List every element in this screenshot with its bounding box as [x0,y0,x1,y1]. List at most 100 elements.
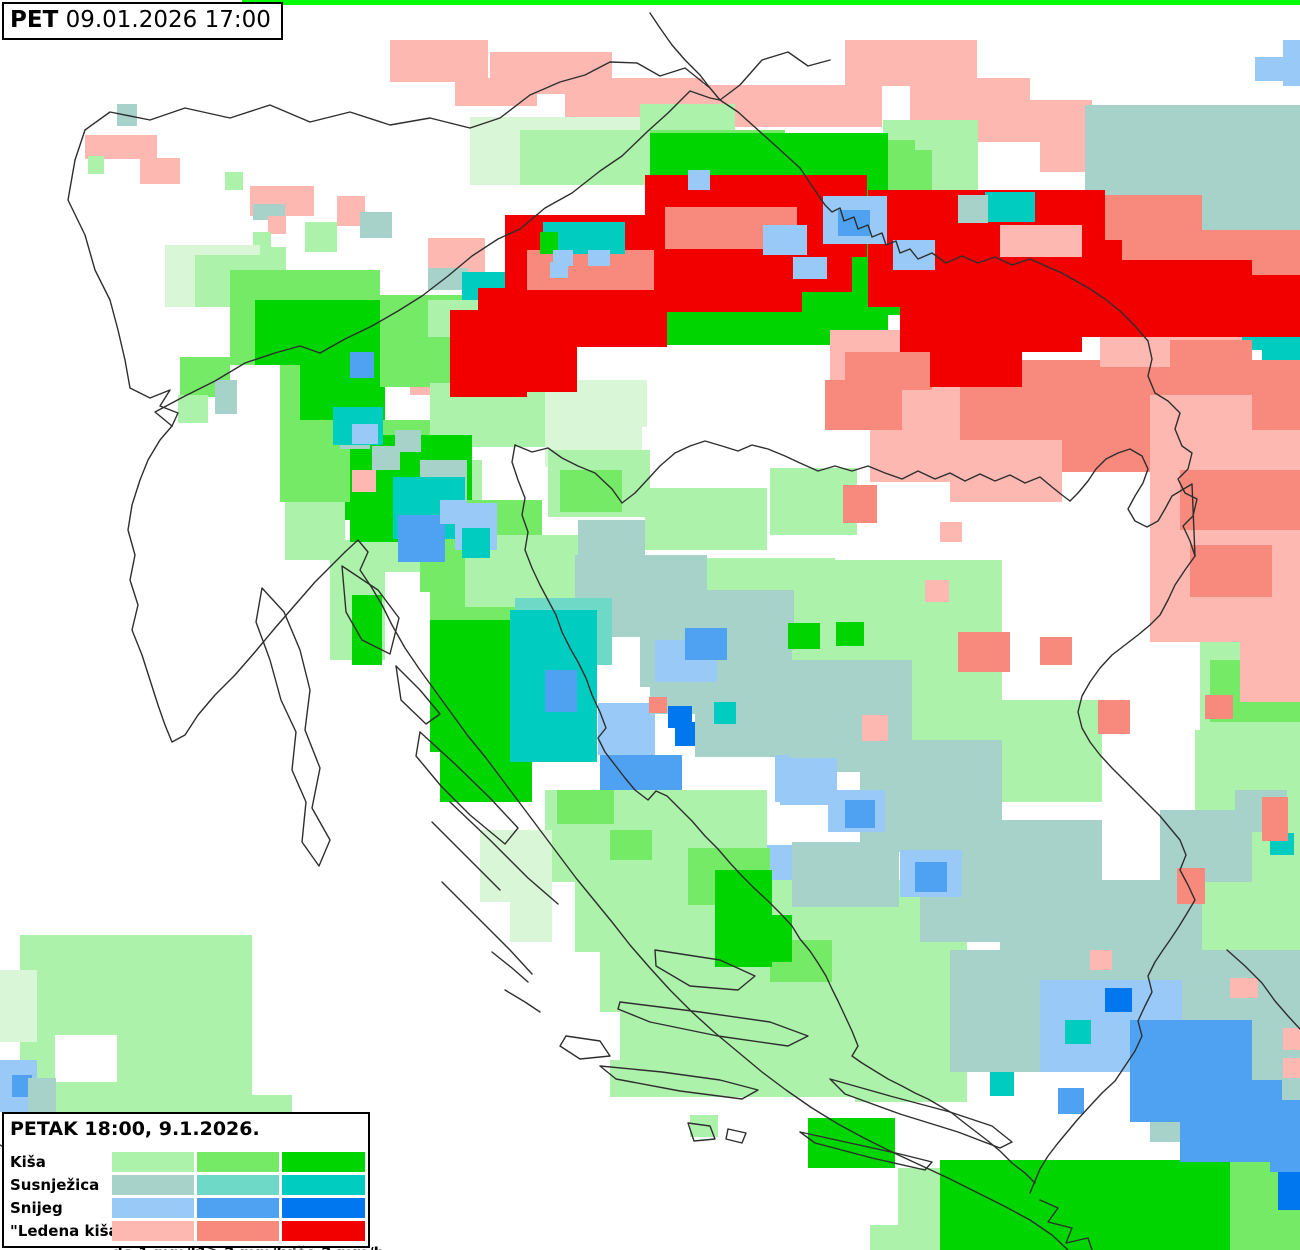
border-line [449,801,559,905]
precip-cell [792,842,899,907]
border-line [725,1128,747,1144]
precip-cell [1278,1162,1300,1210]
precip-cell [1205,695,1233,719]
legend-column-label: 1 - 2 mm/h [197,1244,287,1250]
legend-swatch-l [282,1221,365,1241]
border-line [799,1131,933,1171]
forecast-run-time-box: PET 09.01.2026 17:00 [2,2,283,40]
legend-column-label: više 2 mm/h [282,1244,384,1250]
border-line [687,1122,716,1142]
precip-cell [352,470,376,492]
precip-cell [1270,1100,1300,1172]
precip-cell [940,522,962,542]
precip-cell [1240,275,1300,337]
precip-cell [0,970,37,1042]
precip-cell [1262,797,1288,841]
border-line [344,539,1069,1250]
precip-cell [950,440,1062,502]
border-line [255,587,331,867]
precip-cell [836,622,864,646]
precip-cell [1283,1028,1300,1050]
border-line [559,1035,611,1060]
precip-cell [668,706,692,728]
precip-cell [557,790,614,824]
precip-cell [462,528,490,558]
precip-cell [1080,260,1252,337]
legend-row-label: Kiša [10,1153,46,1171]
precip-cell [12,1075,32,1097]
border-line [719,99,1198,557]
precip-cell [958,195,988,223]
legend-row-label: Snijeg [10,1199,63,1217]
legend-swatch-i [282,1198,365,1218]
precip-cell [1170,340,1252,402]
precip-cell [915,862,947,892]
precip-cell [1283,1058,1300,1078]
legend-swatch-d [112,1175,194,1195]
precip-cell [610,830,652,860]
precip-cell [780,758,837,805]
precip-cell [940,1160,1232,1250]
precip-cell [550,262,568,278]
precip-cell [640,250,802,312]
precip-cell [838,210,870,236]
legend-swatch-e [197,1175,279,1195]
border-line [1226,949,1300,1030]
precip-cell [870,1225,940,1250]
precip-cell [545,670,577,712]
precip-cell [825,380,902,430]
precip-cell [178,395,208,423]
precip-cell [55,1035,117,1082]
precip-cell [20,935,252,1115]
precip-cell [763,225,807,255]
precip-cell [598,703,655,755]
precip-cell [560,470,622,512]
run-datetime-label: 09.01.2026 17:00 [58,7,271,33]
precip-cell [845,800,875,828]
precip-cell [1230,978,1258,998]
precip-cell [395,430,421,452]
run-day-label: PET [10,7,59,33]
precip-cell [360,212,392,238]
precip-cell [1190,545,1272,597]
precip-cell [930,340,1022,387]
border-line [719,51,831,101]
legend-swatch-j [112,1221,194,1241]
border-line [127,425,346,743]
legend-grid: Kiša Susnježica Snijeg "Ledena kiša" do 1 mm… [4,1152,384,1250]
border-line [617,1001,809,1047]
border-line [599,1065,759,1100]
legend-swatch-f [282,1175,365,1195]
precip-cell [1058,1088,1084,1114]
precip-cell [1098,700,1130,734]
precip-cell [862,715,888,741]
legend-column-label: do 1 mm/h [112,1244,201,1250]
precip-cell [1240,620,1300,702]
precip-cell [645,488,767,550]
precip-cell [1180,1080,1282,1162]
precip-cell [990,1072,1014,1096]
border-line [1029,555,1196,1194]
precip-cell [843,485,877,523]
border-line [504,989,541,1013]
precip-cell [110,1095,292,1115]
precip-cell [268,216,286,234]
border-line [1039,1199,1093,1250]
legend-row-label: Susnježica [10,1176,100,1194]
legend-swatch-h [197,1198,279,1218]
precip-cell [1040,637,1072,665]
border-line [511,444,1036,1184]
precip-cell [688,170,710,190]
border-line [491,951,529,983]
precip-cell [1255,57,1285,81]
precip-cell [305,222,337,252]
precip-cell [215,380,237,414]
precip-cell [985,192,1035,222]
border-line [1069,448,1196,557]
precip-cell [1105,988,1132,1012]
precip-cell [1000,225,1082,257]
precip-cell [1065,1020,1091,1044]
precip-cell [1090,950,1112,970]
